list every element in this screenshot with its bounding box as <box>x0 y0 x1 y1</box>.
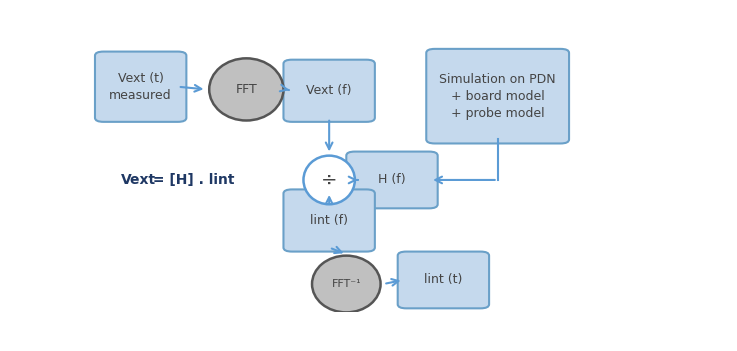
FancyBboxPatch shape <box>346 152 438 208</box>
Text: Simulation on PDN
+ board model
+ probe model: Simulation on PDN + board model + probe … <box>439 73 556 120</box>
Text: H (f): H (f) <box>378 173 406 186</box>
Text: ÷: ÷ <box>321 171 338 190</box>
Ellipse shape <box>312 256 380 312</box>
Text: lint (t): lint (t) <box>425 273 463 286</box>
Text: FFT⁻¹: FFT⁻¹ <box>332 279 361 289</box>
FancyBboxPatch shape <box>95 52 186 122</box>
Text: FFT: FFT <box>235 83 257 96</box>
Text: lint (f): lint (f) <box>310 214 348 227</box>
Text: = [H] . lint: = [H] . lint <box>148 173 234 187</box>
Ellipse shape <box>209 58 284 120</box>
Text: Vext (t)
measured: Vext (t) measured <box>109 72 172 102</box>
FancyBboxPatch shape <box>426 49 569 144</box>
FancyBboxPatch shape <box>284 60 375 122</box>
Text: Vext (f): Vext (f) <box>307 84 352 97</box>
Ellipse shape <box>304 155 355 204</box>
Text: Vext: Vext <box>121 173 156 187</box>
FancyBboxPatch shape <box>398 252 489 308</box>
FancyBboxPatch shape <box>284 190 375 252</box>
